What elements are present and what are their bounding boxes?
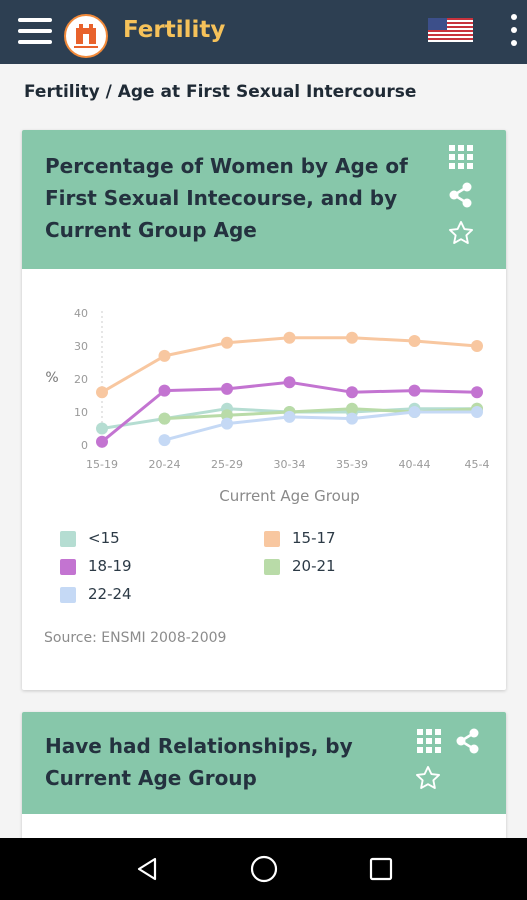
legend-swatch: [60, 559, 76, 575]
data-point: [346, 386, 358, 399]
data-point: [158, 434, 171, 447]
line-chart: 0 10 20 30 40% 15-19 20-24 25-29 30-34 35-39 40-44…: [22, 280, 506, 510]
data-point: [158, 412, 171, 425]
app-bar: Fertility: [0, 0, 527, 64]
series-line: [164, 410, 477, 442]
legend-label: <15: [88, 529, 120, 547]
table-view-icon[interactable]: [448, 144, 476, 172]
data-point: [346, 331, 358, 344]
favorite-star-icon[interactable]: [447, 219, 475, 247]
app-title: Fertility: [123, 17, 226, 43]
x-tick-label: 40-44: [399, 458, 431, 471]
recent-apps-icon[interactable]: [368, 856, 394, 882]
x-tick-label: 25-29: [211, 458, 243, 471]
system-nav-bar: [0, 838, 527, 900]
legend-label: 22-24: [88, 585, 132, 603]
source-note: Source: ENSMI 2008-2009: [44, 630, 227, 646]
data-point: [408, 335, 421, 347]
legend-swatch: [264, 531, 280, 547]
y-tick-label: 20: [74, 373, 88, 386]
hamburger-menu-icon[interactable]: [18, 18, 52, 44]
card-title: Have had Relationships, by Current Age G…: [45, 730, 353, 794]
y-tick-label: 10: [74, 406, 88, 419]
chart-card: Percentage of Women by Age of First Sexu…: [22, 130, 506, 690]
x-tick-label: 15-19: [86, 458, 118, 471]
data-point: [346, 402, 358, 415]
app-logo-icon: [64, 14, 108, 58]
x-tick-label: 30-34: [274, 458, 306, 471]
data-point: [221, 382, 233, 395]
data-point: [96, 435, 108, 448]
data-point: [408, 406, 421, 418]
y-axis-label: %: [45, 370, 58, 386]
data-point: [96, 422, 108, 435]
data-point: [221, 417, 233, 430]
card-title-line: Have had Relationships, by: [45, 734, 353, 758]
data-point: [408, 384, 421, 397]
data-point: [471, 406, 483, 418]
x-tick-label: 20-24: [149, 458, 181, 471]
data-point: [471, 340, 483, 352]
card-title-line: Current Group Age: [45, 218, 257, 242]
x-tick-label: 45-4: [465, 458, 490, 471]
y-tick-label: 40: [74, 307, 88, 320]
card-title-line: Percentage of Women by Age of: [45, 154, 408, 178]
share-icon[interactable]: [448, 182, 476, 210]
x-tick-label: 35-39: [336, 458, 368, 471]
us-flag-language-icon[interactable]: [428, 18, 473, 42]
data-point: [283, 376, 296, 389]
card-title-line: First Sexual Intecourse, and by: [45, 186, 398, 210]
x-axis-label: Current Age Group: [219, 487, 360, 505]
y-tick-label: 0: [81, 439, 88, 452]
data-point: [158, 349, 171, 362]
data-point: [221, 409, 233, 422]
legend-label: 18-19: [88, 557, 132, 575]
legend-swatch: [264, 559, 280, 575]
card-header: Have had Relationships, by Current Age G…: [22, 712, 506, 814]
data-point: [96, 386, 108, 399]
home-icon[interactable]: [249, 854, 279, 884]
data-point: [158, 384, 171, 397]
breadcrumb: Fertility / Age at First Sexual Intercou…: [24, 82, 417, 102]
card-title-line: Current Age Group: [45, 766, 257, 790]
data-point: [283, 410, 296, 423]
card-title: Percentage of Women by Age of First Sexu…: [45, 150, 408, 246]
table-view-icon[interactable]: [416, 728, 444, 756]
data-point: [471, 386, 483, 399]
legend-swatch: [60, 587, 76, 603]
overflow-menu-icon[interactable]: [508, 14, 520, 48]
legend-label: 20-21: [292, 557, 336, 575]
back-icon[interactable]: [134, 856, 160, 882]
card-header: Percentage of Women by Age of First Sexu…: [22, 130, 506, 269]
share-icon[interactable]: [455, 728, 483, 756]
data-point: [283, 331, 296, 344]
favorite-star-icon[interactable]: [414, 764, 442, 792]
legend-label: 15-17: [292, 529, 336, 547]
chart-card: Have had Relationships, by Current Age G…: [22, 712, 506, 852]
data-point: [221, 336, 233, 349]
y-tick-label: 30: [74, 340, 88, 353]
data-point: [346, 412, 358, 425]
legend-swatch: [60, 531, 76, 547]
